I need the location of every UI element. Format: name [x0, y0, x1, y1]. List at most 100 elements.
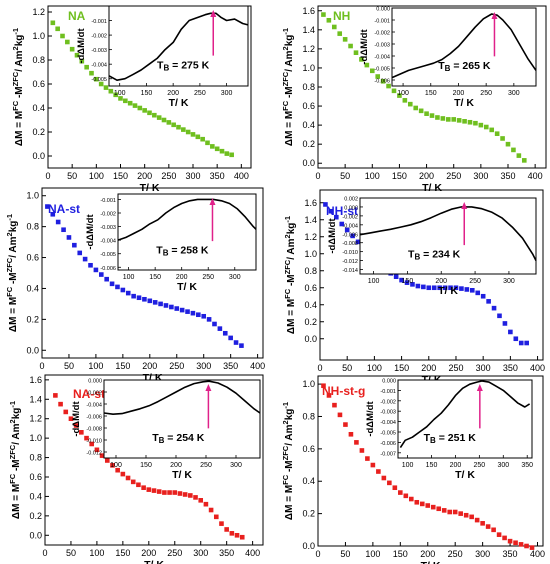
x-tick-label: 100 [367, 363, 382, 373]
data-point [451, 117, 457, 122]
data-point [201, 313, 207, 319]
x-tick-label: 400 [528, 171, 543, 181]
inset-y-tick-label: -0.006 [100, 266, 116, 272]
data-point [58, 401, 63, 407]
y-tick-label: 0.4 [29, 491, 42, 501]
data-point [359, 448, 365, 453]
x-tick-label: 0 [42, 548, 47, 558]
inset-y-tick-label: -0.010 [342, 250, 358, 256]
data-point [321, 12, 326, 17]
data-point [131, 293, 136, 299]
data-point [355, 239, 361, 245]
data-point [381, 475, 387, 481]
data-point [500, 136, 505, 141]
y-tick-label: 0.6 [32, 79, 45, 89]
y-tick-label: 1.4 [304, 215, 317, 225]
x-tick-label: 200 [419, 171, 434, 181]
data-point [156, 115, 162, 120]
data-point [402, 98, 408, 103]
data-point [104, 458, 110, 463]
data-point [50, 20, 56, 26]
inset-x-tick-label: 200 [453, 90, 465, 97]
data-point [137, 105, 143, 111]
data-point [489, 127, 495, 133]
x-tick-label: 300 [196, 361, 211, 371]
inset-curve [359, 206, 537, 261]
y-axis-label: ΔM = MFC -MZFC/ Am2kg-1 [283, 216, 297, 334]
inset-y-tick-label: 0.000 [376, 7, 390, 13]
inset-x-tick-label: 100 [110, 462, 122, 469]
data-point [491, 305, 497, 311]
data-point [419, 501, 425, 507]
inset-y-tick-label: -0.007 [380, 451, 396, 457]
data-point [169, 304, 174, 310]
data-point [176, 124, 181, 130]
panel-nh-st: 0 50 100 150 200 250 300 350 400 0.0 0.2 0.4 0.6 0.8 1… [283, 189, 545, 386]
data-point [407, 101, 413, 107]
data-point [162, 490, 167, 495]
x-tick-label: 250 [448, 363, 463, 373]
inset-y-tick-label: -0.003 [374, 43, 390, 49]
data-point [136, 295, 142, 301]
inset-y-tick-label: -0.005 [374, 67, 390, 73]
data-point [478, 122, 484, 128]
data-point [391, 88, 397, 94]
panel-nh: 0 50 100 150 200 250 300 350 400 0.0 0.2 0.4 0.6 0.8 1… [281, 5, 547, 194]
inset-y-tick-label: -0.001 [100, 198, 116, 204]
y-axis-label: ΔM = MFC -MZFC/ Am2kg-1 [8, 401, 22, 519]
x-tick-label: 300 [185, 171, 200, 181]
inset-curve [108, 12, 249, 81]
inset-y-tick-label: 0.000 [382, 379, 396, 385]
tb-arrow-head [461, 202, 468, 209]
data-point [505, 141, 511, 147]
inset-x-tick-label: 150 [141, 90, 153, 97]
data-point [181, 127, 186, 132]
data-point [447, 509, 453, 515]
data-point [98, 81, 104, 87]
y-tick-label: 0.6 [302, 101, 315, 111]
y-tick-label: 0.2 [302, 139, 315, 149]
y-tick-label: 1.0 [302, 379, 315, 389]
y-tick-label: 0.8 [29, 453, 42, 463]
y-tick-label: 1.2 [304, 232, 317, 242]
x-tick-label: 350 [500, 171, 515, 181]
data-point [348, 43, 353, 49]
data-point [326, 17, 332, 23]
data-point [174, 306, 180, 311]
data-point [375, 74, 381, 79]
y-tick-label: 0.4 [302, 476, 315, 486]
y-tick-label: 0.4 [302, 120, 315, 130]
data-point [485, 524, 491, 529]
y-tick-label: 0.6 [304, 283, 317, 293]
panel-title: NA [68, 9, 86, 23]
inset-y-tick-label: -0.004 [86, 403, 102, 409]
y-tick-label: 1.0 [32, 31, 45, 41]
data-point [441, 508, 447, 513]
inset-x-tick-label: 250 [474, 462, 486, 469]
x-tick-label: 350 [503, 363, 518, 373]
data-point [516, 153, 522, 158]
data-point [415, 283, 421, 289]
plot-frame [41, 187, 264, 359]
data-point [68, 416, 74, 422]
x-tick-label: 250 [169, 361, 184, 371]
data-point [414, 499, 420, 505]
data-point [84, 64, 89, 70]
inset-x-tick-label: 200 [435, 278, 447, 285]
inset-y-axis-label: -dΔM/dt [71, 401, 82, 437]
data-point [431, 285, 437, 291]
data-point [397, 93, 402, 98]
data-point [364, 62, 370, 68]
x-tick-label: 50 [340, 171, 350, 181]
data-point [380, 78, 386, 84]
panel-na-st-g: 0 50 100 150 200 250 300 350 400 0.0 0.2 0.4 0.6 0.8 1… [8, 374, 264, 564]
data-point [392, 485, 398, 491]
data-point [120, 471, 126, 477]
data-point [502, 535, 507, 541]
data-point [403, 493, 409, 499]
data-point [142, 108, 147, 113]
data-point [440, 116, 446, 121]
data-point [365, 456, 370, 461]
data-point [398, 490, 403, 495]
